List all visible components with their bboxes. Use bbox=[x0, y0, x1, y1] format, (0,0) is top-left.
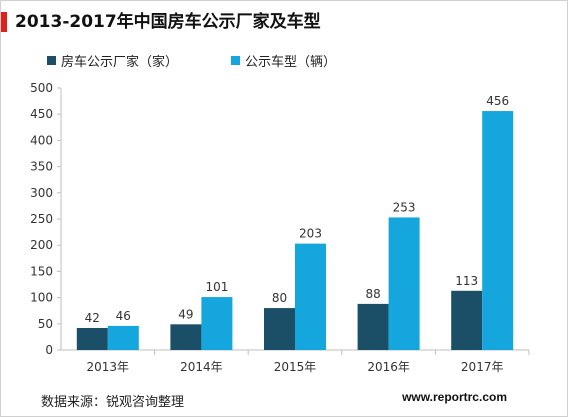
legend-item-manufacturers: 房车公示厂家（家） bbox=[47, 51, 178, 70]
y-tick-label: 300 bbox=[30, 186, 53, 200]
y-tick-label: 500 bbox=[30, 81, 53, 95]
bar-models bbox=[107, 325, 139, 350]
y-tick-label: 50 bbox=[38, 317, 53, 331]
data-label-manufacturers: 80 bbox=[272, 291, 287, 305]
x-tick-label: 2013年 bbox=[87, 360, 130, 374]
title-accent-bar bbox=[1, 12, 7, 32]
legend-swatch-models bbox=[231, 56, 240, 65]
data-label-manufacturers: 88 bbox=[365, 287, 380, 301]
bar-models bbox=[201, 297, 233, 350]
bar-manufacturers bbox=[357, 303, 389, 350]
x-tick-label: 2016年 bbox=[367, 360, 410, 374]
legend-label-models: 公示车型（辆） bbox=[245, 55, 337, 70]
y-tick-label: 350 bbox=[30, 160, 53, 174]
x-tick-label: 2017年 bbox=[461, 360, 504, 374]
legend-swatch-manufacturers bbox=[47, 56, 56, 65]
y-tick-label: 0 bbox=[45, 343, 53, 357]
bar-manufacturers bbox=[76, 327, 108, 350]
data-label-models: 101 bbox=[205, 280, 228, 294]
data-label-manufacturers: 49 bbox=[178, 307, 193, 321]
x-tick-label: 2014年 bbox=[180, 360, 223, 374]
data-source-note: 数据来源：锐观咨询整理 bbox=[41, 395, 185, 410]
bar-manufacturers bbox=[451, 290, 483, 350]
y-tick-label: 400 bbox=[30, 133, 53, 147]
bar-models bbox=[388, 217, 420, 350]
data-label-manufacturers: 113 bbox=[455, 274, 478, 288]
y-tick-label: 150 bbox=[30, 264, 53, 278]
y-tick-label: 450 bbox=[30, 107, 53, 121]
chart-title: 2013-2017年中国房车公示厂家及车型 bbox=[15, 12, 321, 32]
data-label-models: 46 bbox=[116, 309, 131, 323]
legend-label-manufacturers: 房车公示厂家（家） bbox=[61, 55, 179, 70]
y-tick-label: 100 bbox=[30, 291, 53, 305]
legend-item-models: 公示车型（辆） bbox=[231, 51, 336, 70]
bar-models bbox=[295, 243, 326, 350]
website-url: www.reportrc.com bbox=[402, 390, 507, 404]
x-tick-label: 2015年 bbox=[274, 360, 317, 374]
y-tick-label: 250 bbox=[30, 212, 53, 226]
title-bar: 2013-2017年中国房车公示厂家及车型 bbox=[1, 9, 567, 35]
data-label-models: 253 bbox=[393, 200, 416, 214]
data-label-models: 203 bbox=[299, 227, 322, 241]
y-tick-label: 200 bbox=[30, 238, 53, 252]
bar-manufacturers bbox=[170, 324, 202, 350]
data-label-models: 456 bbox=[486, 94, 509, 108]
bar-models bbox=[482, 111, 514, 350]
bar-manufacturers bbox=[264, 308, 295, 350]
data-label-manufacturers: 42 bbox=[85, 311, 100, 325]
